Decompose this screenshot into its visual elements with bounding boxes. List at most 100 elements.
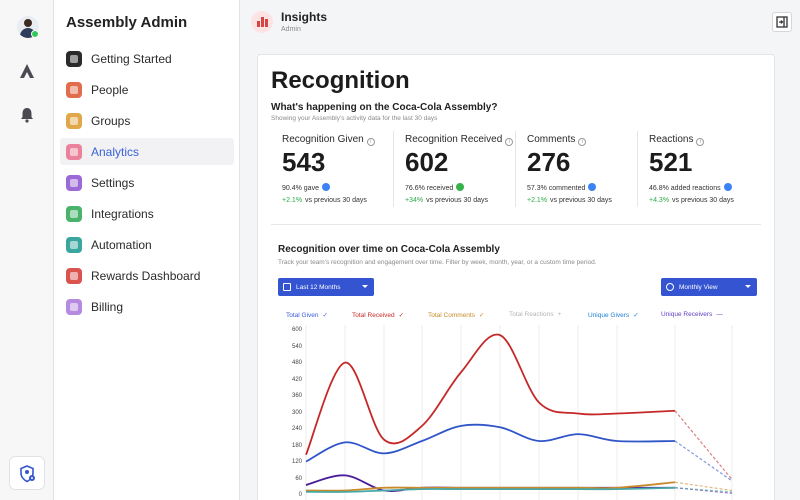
sidebar-item-people[interactable]: People xyxy=(60,76,234,103)
badge-icon xyxy=(723,183,732,191)
y-tick-label: 180 xyxy=(291,442,302,449)
stat-change: +2.1% vs previous 30 days xyxy=(527,197,612,204)
y-tick-label: 600 xyxy=(291,327,302,333)
sidebar-item-label: Analytics xyxy=(91,144,140,159)
series-forecast-unique-receivers xyxy=(674,487,733,494)
admin-shield-button[interactable] xyxy=(9,456,45,490)
legend-toggle-icon: + xyxy=(557,311,562,318)
legend-total-reactions[interactable]: Total Reactions + xyxy=(509,311,562,318)
stat-card-recognition-given: Recognition Given i 543 90.4% gave +2.1% vs p… xyxy=(271,131,393,207)
assembly-logo-icon[interactable] xyxy=(18,62,36,80)
y-tick-label: 240 xyxy=(291,426,302,432)
chevron-down-icon xyxy=(362,285,368,288)
sidebar-item-settings[interactable]: Settings xyxy=(60,169,234,196)
shield-gear-icon xyxy=(20,465,35,483)
view-mode-dropdown[interactable]: Monthly View xyxy=(661,278,757,296)
chart-legend: Total Given ✓ Total Received ✓ Total Comment… xyxy=(286,311,756,323)
calendar-icon xyxy=(283,283,291,291)
stat-label: Recognition Received i xyxy=(405,134,514,146)
badge-icon xyxy=(456,183,465,191)
stat-label: Recognition Given i xyxy=(282,134,375,146)
online-status-dot xyxy=(31,30,39,38)
assembly-question-subtitle: Showing your Assembly's activity data fo… xyxy=(271,115,438,122)
page-title: Recognition xyxy=(271,67,410,94)
info-icon[interactable]: i xyxy=(696,138,705,146)
legend-total-given[interactable]: Total Given ✓ xyxy=(286,312,328,319)
sidebar-item-analytics[interactable]: Analytics xyxy=(60,138,234,166)
badge-icon xyxy=(588,183,597,191)
sidebar-item-getting-started[interactable]: Getting Started xyxy=(60,45,234,72)
y-tick-label: 300 xyxy=(291,409,302,416)
sidebar-item-label: People xyxy=(91,82,129,97)
series-forecast-unique-givers xyxy=(674,487,733,493)
legend-toggle-icon: ✓ xyxy=(398,312,405,319)
assembly-question: What's happening on the Coca-Cola Assemb… xyxy=(271,102,498,113)
date-range-value: Last 12 Months xyxy=(296,283,341,291)
stat-value: 521 xyxy=(649,147,693,177)
collapse-panel-button[interactable] xyxy=(772,12,792,32)
sidebar-item-integrations[interactable]: Integrations xyxy=(60,200,234,227)
chart-section-title: Recognition over time on Coca-Cola Assem… xyxy=(278,244,500,255)
page-header: Insights Admin xyxy=(241,0,800,44)
chart-section-subtitle: Track your team's recognition and engage… xyxy=(278,259,597,266)
getting-started-icon xyxy=(66,50,82,67)
groups-icon xyxy=(66,112,82,129)
divider xyxy=(271,224,761,225)
series-line-total-received xyxy=(305,333,676,456)
stat-percentage: 46.8% added reactions xyxy=(649,183,732,192)
automation-icon xyxy=(66,237,82,254)
view-mode-value: Monthly View xyxy=(679,283,718,291)
admin-sidebar: Assembly Admin Getting Started People Grou… xyxy=(54,0,240,500)
series-line-total-given xyxy=(305,423,676,463)
bell-icon[interactable] xyxy=(18,106,36,124)
legend-total-received[interactable]: Total Received ✓ xyxy=(352,312,405,319)
sidebar-item-billing[interactable]: Billing xyxy=(60,294,234,321)
sidebar-item-rewards-dashboard[interactable]: Rewards Dashboard xyxy=(60,263,234,290)
sidebar-title: Assembly Admin xyxy=(66,14,188,31)
legend-unique-givers[interactable]: Unique Givers ✓ xyxy=(588,312,639,319)
info-icon[interactable]: i xyxy=(505,138,514,146)
y-tick-label: 420 xyxy=(291,376,302,383)
stat-card-recognition-received: Recognition Received i 602 76.6% received +3… xyxy=(393,131,515,207)
stat-change: +34% vs previous 30 days xyxy=(405,197,488,204)
sidebar-item-label: Settings xyxy=(91,175,135,190)
sidebar-item-label: Getting Started xyxy=(91,51,172,66)
sidebar-item-automation[interactable]: Automation xyxy=(60,232,234,259)
legend-toggle-icon: ✓ xyxy=(633,312,639,319)
icon-rail xyxy=(0,0,54,500)
sidebar-item-label: Integrations xyxy=(91,206,154,221)
integrations-icon xyxy=(66,205,82,222)
date-range-dropdown[interactable]: Last 12 Months xyxy=(278,278,374,296)
legend-toggle-icon: ✓ xyxy=(322,312,328,319)
sidebar-item-label: Automation xyxy=(91,238,152,253)
people-icon xyxy=(66,81,82,98)
sidebar-item-groups[interactable]: Groups xyxy=(60,107,234,134)
legend-total-comments[interactable]: Total Comments ✓ xyxy=(428,312,485,319)
stat-card-reactions: Reactions i 521 46.8% added reactions +4.3% v… xyxy=(637,131,759,207)
sidebar-item-label: Billing xyxy=(91,300,124,315)
legend-unique-receivers[interactable]: Unique Receivers — xyxy=(661,311,723,318)
stat-value: 543 xyxy=(282,147,326,177)
swap-icon xyxy=(666,283,674,291)
y-tick-label: 0 xyxy=(298,492,302,498)
stat-change: +2.1% vs previous 30 days xyxy=(282,197,367,204)
legend-toggle-icon: — xyxy=(716,311,723,318)
billing-icon xyxy=(66,299,82,316)
info-icon[interactable]: i xyxy=(578,138,587,146)
y-tick-label: 60 xyxy=(295,475,302,482)
series-line-total-comments xyxy=(305,481,676,492)
y-tick-label: 540 xyxy=(291,343,302,350)
series-forecast-total-comments xyxy=(674,481,733,492)
stat-change: +4.3% vs previous 30 days xyxy=(649,197,734,204)
header-title: Insights xyxy=(281,10,328,24)
stat-percentage: 57.3% commented xyxy=(527,183,597,192)
stat-percentage: 76.6% received xyxy=(405,183,465,192)
stat-value: 602 xyxy=(405,147,449,177)
stat-card-comments: Comments i 276 57.3% commented +2.1% vs previ… xyxy=(515,131,637,207)
recognition-card: Recognition What's happening on the Coca… xyxy=(257,54,775,500)
rewards-dashboard-icon xyxy=(66,268,82,285)
info-icon[interactable]: i xyxy=(366,138,375,146)
series-forecast-total-received xyxy=(674,410,733,480)
stat-label: Comments i xyxy=(527,134,587,146)
badge-icon xyxy=(321,183,330,191)
